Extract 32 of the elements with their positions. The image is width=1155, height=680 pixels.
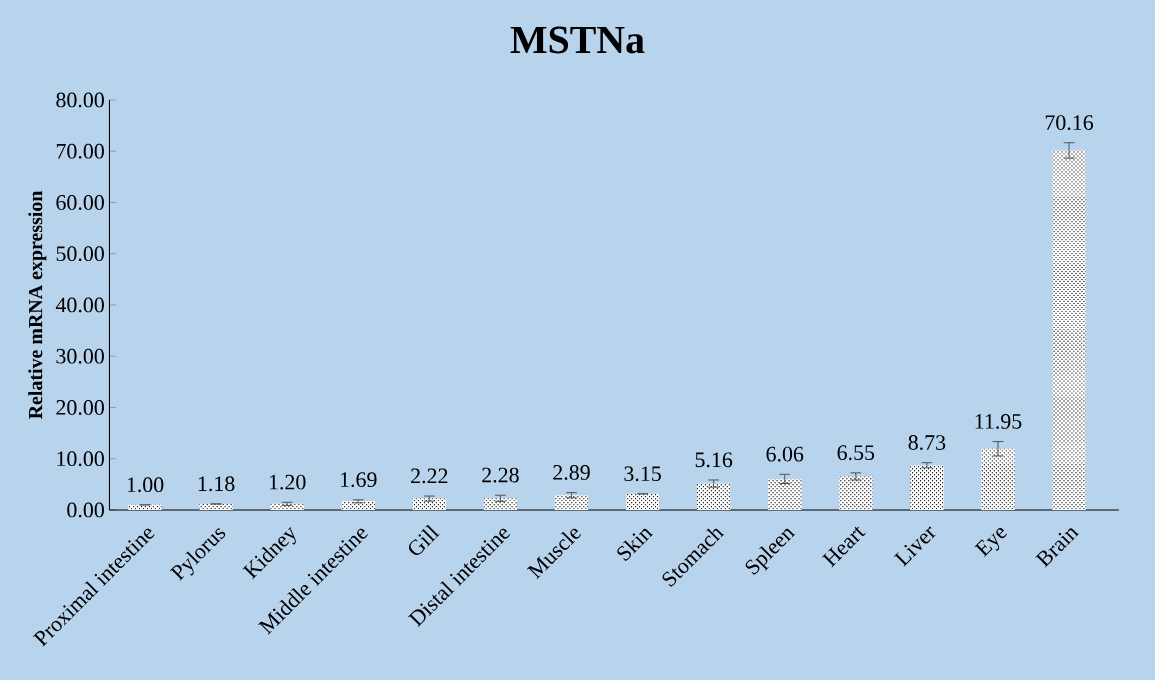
data-label: 2.28 bbox=[482, 467, 519, 483]
y-tick-label: 10.00 bbox=[57, 451, 104, 467]
bar bbox=[625, 493, 660, 510]
y-tick-label: 0.00 bbox=[67, 502, 104, 518]
data-label: 6.55 bbox=[837, 445, 875, 461]
data-label: 8.73 bbox=[908, 435, 946, 450]
y-tick-label: 20.00 bbox=[56, 400, 104, 415]
data-label: 5.16 bbox=[695, 452, 733, 468]
data-label: 3.15 bbox=[624, 466, 661, 482]
x-tick-label: Eye bbox=[974, 528, 1007, 558]
chart-title: MSTNa bbox=[510, 26, 645, 54]
bar bbox=[839, 476, 873, 510]
data-label: 11.95 bbox=[975, 414, 1022, 429]
y-axis-title: Relative mRNA expression bbox=[28, 190, 47, 420]
data-label: 2.89 bbox=[553, 465, 590, 480]
x-tick-label: Skin bbox=[617, 528, 654, 562]
y-tick-label: 50.00 bbox=[56, 246, 104, 262]
data-label: 2.22 bbox=[411, 468, 448, 484]
x-tick-label: Gill bbox=[408, 524, 440, 555]
bar bbox=[981, 448, 1015, 510]
y-tick-label: 60.00 bbox=[56, 195, 104, 210]
data-label: 1.18 bbox=[198, 476, 235, 492]
data-label: 1.69 bbox=[340, 472, 377, 488]
y-tick-label: 70.00 bbox=[56, 143, 104, 159]
y-tick-label: 80.00 bbox=[56, 92, 104, 108]
data-label: 70.16 bbox=[1045, 115, 1094, 131]
data-label: 1.20 bbox=[269, 474, 306, 490]
y-tick-label: 30.00 bbox=[56, 348, 104, 364]
data-label: 1.00 bbox=[127, 477, 164, 493]
bar bbox=[910, 465, 944, 510]
y-tick-label: 40.00 bbox=[55, 297, 104, 313]
data-label: 6.06 bbox=[766, 446, 804, 462]
